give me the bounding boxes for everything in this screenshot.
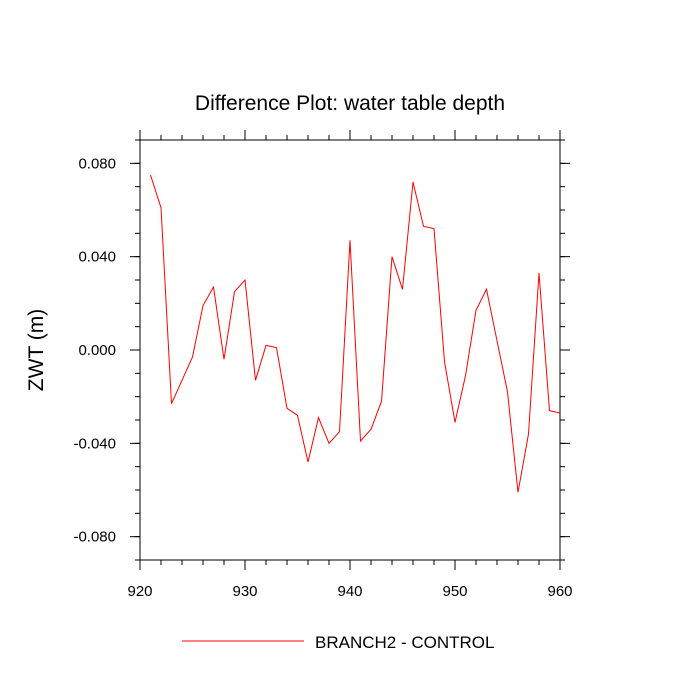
x-tick-label: 930 [232,583,257,600]
series-line [150,174,561,493]
legend: BRANCH2 - CONTROL [182,633,494,652]
y-tick-label: 0.000 [78,342,116,359]
x-tick-label: 920 [127,583,152,600]
x-tick-label: 960 [547,583,572,600]
y-tick-label: 0.040 [78,249,116,266]
legend-label: BRANCH2 - CONTROL [315,633,494,652]
y-tick-label: -0.080 [73,529,116,546]
minor-ticks [135,135,565,565]
y-axis-label: ZWT (m) [25,309,48,391]
chart-title: Difference Plot: water table depth [195,92,505,115]
tick-labels: 920 930 940 950 960 -0.080 -0.040 0.000 0.040 0.0… [73,155,572,600]
x-tick-label: 940 [337,583,362,600]
series-layer [150,174,561,493]
y-tick-label: -0.040 [73,435,116,452]
x-tick-label: 950 [442,583,467,600]
y-tick-label: 0.080 [78,155,116,172]
major-ticks [130,130,570,570]
plot-frame [139,139,561,561]
